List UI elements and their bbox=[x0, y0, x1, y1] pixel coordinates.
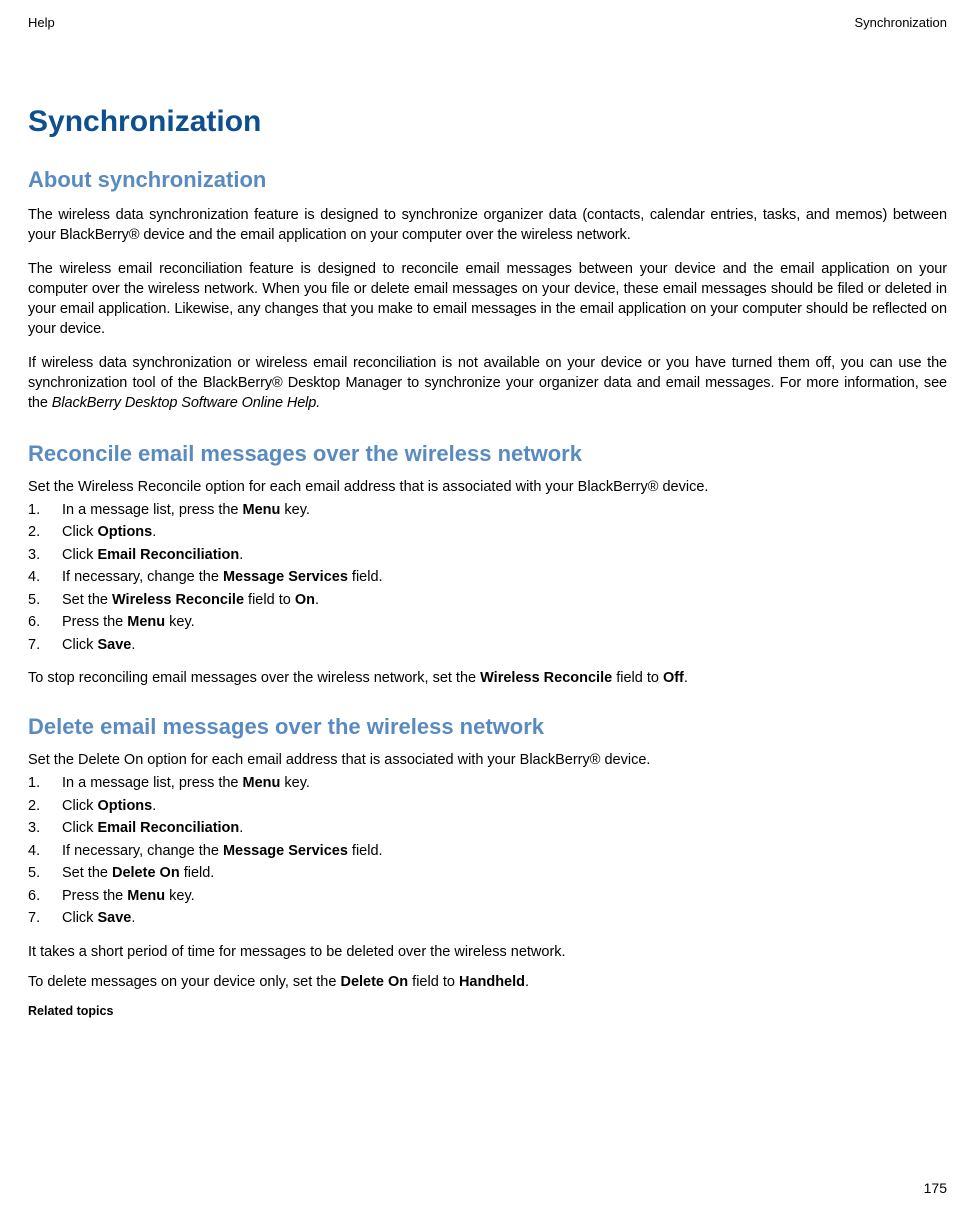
page-title: Synchronization bbox=[28, 105, 947, 139]
step-item: 3. Click Email Reconciliation. bbox=[28, 817, 947, 839]
step-item: 7. Click Save. bbox=[28, 634, 947, 656]
step-item: 5. Set the Delete On field. bbox=[28, 862, 947, 884]
step-number: 4. bbox=[28, 840, 62, 862]
step-number: 3. bbox=[28, 544, 62, 566]
step-text: Click Email Reconciliation. bbox=[62, 817, 947, 839]
step-item: 6. Press the Menu key. bbox=[28, 885, 947, 907]
step-item: 4. If necessary, change the Message Serv… bbox=[28, 840, 947, 862]
step-number: 6. bbox=[28, 885, 62, 907]
section-heading-reconcile: Reconcile email messages over the wirele… bbox=[28, 441, 947, 467]
section-heading-delete: Delete email messages over the wireless … bbox=[28, 714, 947, 740]
step-number: 7. bbox=[28, 907, 62, 929]
step-number: 3. bbox=[28, 817, 62, 839]
reconcile-steps: 1. In a message list, press the Menu key… bbox=[28, 499, 947, 656]
reconcile-intro: Set the Wireless Reconcile option for ea… bbox=[28, 479, 947, 495]
step-text: Set the Delete On field. bbox=[62, 862, 947, 884]
header-left: Help bbox=[28, 15, 55, 30]
step-item: 4. If necessary, change the Message Serv… bbox=[28, 566, 947, 588]
about-paragraph-2: The wireless email reconciliation featur… bbox=[28, 259, 947, 339]
step-number: 2. bbox=[28, 521, 62, 543]
step-number: 5. bbox=[28, 862, 62, 884]
step-number: 6. bbox=[28, 611, 62, 633]
step-item: 2. Click Options. bbox=[28, 795, 947, 817]
step-text: In a message list, press the Menu key. bbox=[62, 499, 947, 521]
step-item: 1. In a message list, press the Menu key… bbox=[28, 499, 947, 521]
page-number: 175 bbox=[924, 1180, 947, 1196]
step-text: If necessary, change the Message Service… bbox=[62, 840, 947, 862]
step-text: Click Save. bbox=[62, 634, 947, 656]
step-number: 7. bbox=[28, 634, 62, 656]
related-topics-label: Related topics bbox=[28, 1004, 947, 1018]
step-text: In a message list, press the Menu key. bbox=[62, 772, 947, 794]
step-text: Set the Wireless Reconcile field to On. bbox=[62, 589, 947, 611]
step-text: If necessary, change the Message Service… bbox=[62, 566, 947, 588]
about-content: The wireless data synchronization featur… bbox=[28, 205, 947, 413]
about-paragraph-3: If wireless data synchronization or wire… bbox=[28, 353, 947, 413]
step-item: 5. Set the Wireless Reconcile field to O… bbox=[28, 589, 947, 611]
step-text: Press the Menu key. bbox=[62, 885, 947, 907]
delete-intro: Set the Delete On option for each email … bbox=[28, 752, 947, 768]
header-bar: Help Synchronization bbox=[28, 15, 947, 30]
reconcile-followup: To stop reconciling email messages over … bbox=[28, 670, 947, 686]
step-item: 6. Press the Menu key. bbox=[28, 611, 947, 633]
step-number: 5. bbox=[28, 589, 62, 611]
step-item: 3. Click Email Reconciliation. bbox=[28, 544, 947, 566]
delete-followup-1: It takes a short period of time for mess… bbox=[28, 944, 947, 960]
step-item: 7. Click Save. bbox=[28, 907, 947, 929]
step-text: Press the Menu key. bbox=[62, 611, 947, 633]
delete-followup-2: To delete messages on your device only, … bbox=[28, 974, 947, 990]
about-p3-italic: BlackBerry Desktop Software Online Help. bbox=[52, 395, 320, 411]
step-number: 2. bbox=[28, 795, 62, 817]
step-number: 1. bbox=[28, 772, 62, 794]
step-number: 1. bbox=[28, 499, 62, 521]
step-text: Click Options. bbox=[62, 795, 947, 817]
header-right: Synchronization bbox=[855, 15, 948, 30]
step-item: 2. Click Options. bbox=[28, 521, 947, 543]
step-item: 1. In a message list, press the Menu key… bbox=[28, 772, 947, 794]
section-heading-about: About synchronization bbox=[28, 167, 947, 193]
step-number: 4. bbox=[28, 566, 62, 588]
step-text: Click Email Reconciliation. bbox=[62, 544, 947, 566]
step-text: Click Save. bbox=[62, 907, 947, 929]
delete-steps: 1. In a message list, press the Menu key… bbox=[28, 772, 947, 929]
about-paragraph-1: The wireless data synchronization featur… bbox=[28, 205, 947, 245]
step-text: Click Options. bbox=[62, 521, 947, 543]
